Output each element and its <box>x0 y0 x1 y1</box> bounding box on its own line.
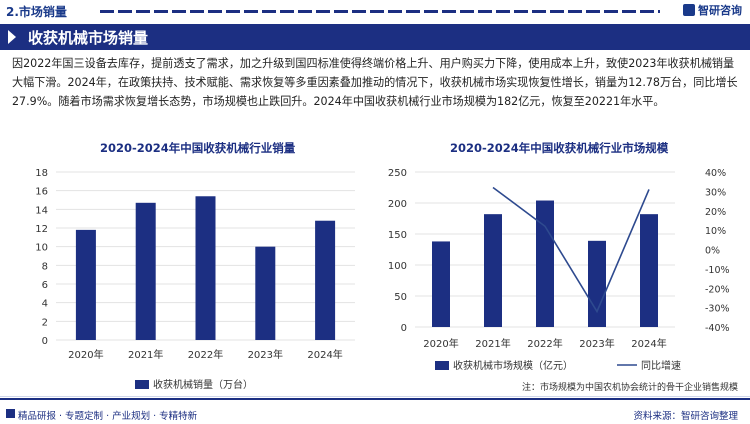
y-tick-label: 16 <box>35 187 48 198</box>
bar <box>484 214 502 327</box>
y-tick-label: 50 <box>394 292 407 303</box>
x-tick-label: 2024年 <box>631 337 666 350</box>
bar <box>195 196 216 340</box>
y-tick-label: 150 <box>388 230 407 241</box>
legend-label: 同比增速 <box>641 359 681 372</box>
y-tick-label: 8 <box>42 261 48 272</box>
footer-tagline: 精品研报 · 专题定制 · 产业规划 · 专精特新 <box>18 411 198 422</box>
x-tick-label: 2021年 <box>128 348 163 361</box>
chart2-title: 2020-2024年中国收获机械行业市场规模 <box>450 141 669 155</box>
intro-paragraph: 因2022年国三设备去库存，提前透支了需求，加之升级到国四标准使得终端价格上升、… <box>12 57 738 108</box>
legend-swatch <box>435 361 449 370</box>
section-title: 2.市场销量 <box>6 5 67 19</box>
y-tick-label: 18 <box>35 168 48 179</box>
brand-icon <box>683 4 695 16</box>
y-tick-label: 4 <box>42 299 48 310</box>
bar <box>588 240 606 327</box>
x-tick-label: 2023年 <box>248 348 283 361</box>
sales-volume-chart: 0 2 4 6 8 10 12 14 16 18 2020年 2021年 2022年 2023年 2024年… <box>35 168 355 390</box>
y2-tick-label: 20% <box>705 207 726 218</box>
footer-divider <box>0 398 750 400</box>
x-tick-label: 2021年 <box>475 337 510 350</box>
y-tick-label: 2 <box>42 317 48 328</box>
y-tick-label: 10 <box>35 243 48 254</box>
report-icon <box>6 409 15 418</box>
bar <box>255 246 276 340</box>
x-tick-label: 2024年 <box>307 348 342 361</box>
y-tick-label: 0 <box>401 323 407 334</box>
y-tick-label: 14 <box>35 205 48 216</box>
y2-tick-label: 30% <box>705 187 726 198</box>
y2-tick-label: 10% <box>705 226 726 237</box>
hero-title: 收获机械市场销量 <box>28 29 149 47</box>
y2-tick-label: -30% <box>705 304 730 315</box>
bar <box>135 202 156 340</box>
y-tick-label: 0 <box>42 336 48 347</box>
y-tick-label: 250 <box>388 168 407 179</box>
y2-tick-label: 40% <box>705 168 726 179</box>
top-bar: 2.市场销量 智研咨询 <box>0 0 750 22</box>
market-size-chart: 0 50 100 150 200 250 -40% -30% -20% -10% 0% 10% 20% 3… <box>388 168 730 372</box>
x-tick-label: 2023年 <box>579 337 614 350</box>
brand-logo: 智研咨询 <box>683 2 742 18</box>
growth-line <box>492 186 650 314</box>
bar <box>536 200 554 327</box>
x-tick-label: 2022年 <box>188 348 223 361</box>
y2-tick-label: -10% <box>705 265 730 276</box>
bar <box>75 229 96 340</box>
legend-label: 收获机械销量（万台） <box>153 378 253 390</box>
x-tick-label: 2022年 <box>527 337 562 350</box>
y-tick-label: 6 <box>42 280 48 291</box>
bar <box>432 241 450 327</box>
y2-tick-label: -40% <box>705 323 730 334</box>
footer-divider-light <box>0 396 750 397</box>
hero-banner: 收获机械市场销量 <box>0 24 750 50</box>
header-dashes <box>100 10 660 13</box>
legend-swatch <box>135 380 149 389</box>
x-tick-label: 2020年 <box>68 348 103 361</box>
y-tick-label: 100 <box>388 261 407 272</box>
bar <box>315 220 336 340</box>
x-tick-label: 2020年 <box>423 337 458 350</box>
footer-note: 注：市场规模为中国农机协会统计的骨干企业销售规模 <box>521 383 738 393</box>
footer-source: 资料来源：智研咨询整理 <box>633 411 738 422</box>
y-tick-label: 12 <box>35 224 48 235</box>
y2-tick-label: -20% <box>705 284 730 295</box>
brand-name: 智研咨询 <box>698 4 742 17</box>
y-tick-label: 200 <box>388 199 407 210</box>
bar <box>640 214 658 327</box>
arrow-icon <box>8 30 16 44</box>
legend-label: 收获机械市场规模（亿元） <box>453 359 573 372</box>
y2-tick-label: 0% <box>705 246 720 257</box>
chart1-title: 2020-2024年中国收获机械行业销量 <box>100 141 296 155</box>
